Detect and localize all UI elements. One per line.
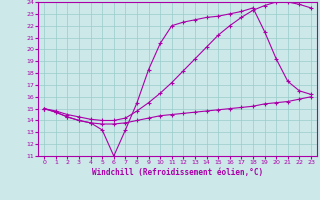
X-axis label: Windchill (Refroidissement éolien,°C): Windchill (Refroidissement éolien,°C) [92,168,263,177]
